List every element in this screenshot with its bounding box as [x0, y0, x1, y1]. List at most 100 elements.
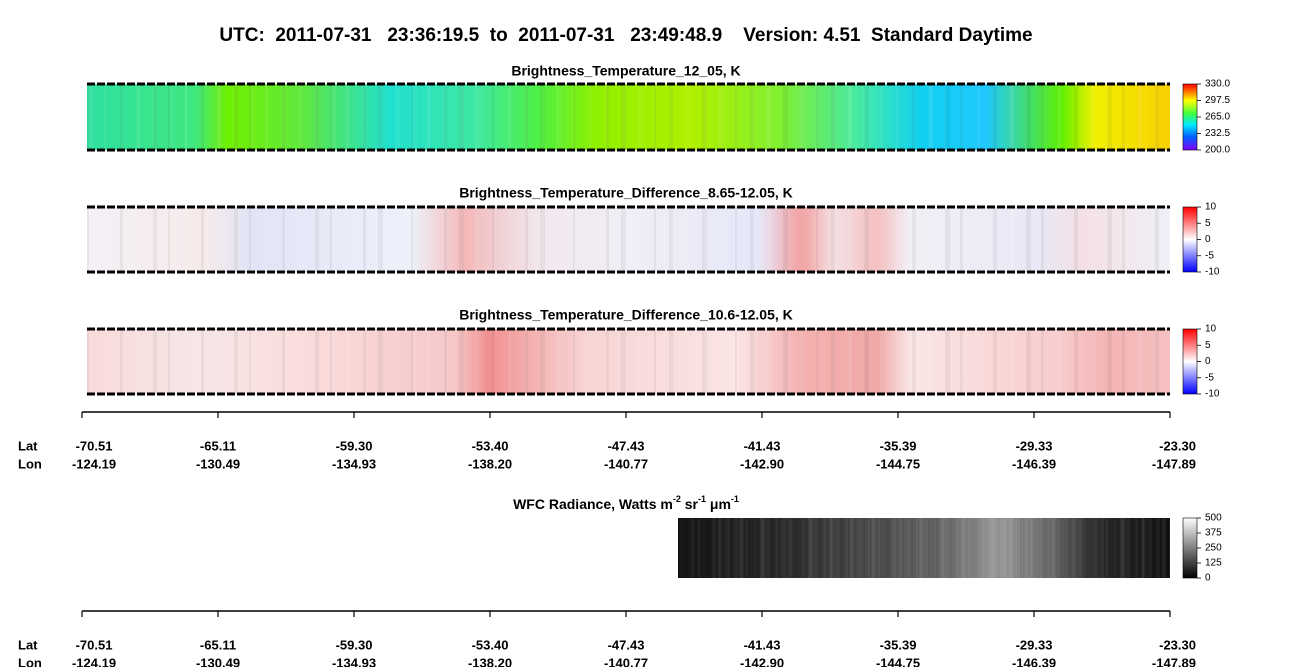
streak	[218, 207, 221, 272]
streak	[169, 84, 174, 150]
streak	[1093, 518, 1098, 578]
streak	[822, 518, 824, 578]
streak	[896, 329, 899, 394]
streak	[993, 207, 997, 272]
colorbar	[1182, 517, 1198, 579]
streak	[872, 518, 876, 578]
streak	[169, 329, 174, 394]
streak	[961, 518, 966, 578]
colorbar-tick-label: -5	[1205, 250, 1214, 261]
streak	[153, 207, 157, 272]
streak	[233, 207, 238, 272]
streak	[428, 329, 430, 394]
streak	[121, 207, 123, 272]
colorbar-tick-label: -10	[1205, 267, 1220, 278]
streak	[1042, 207, 1044, 272]
streak	[1149, 518, 1154, 578]
streak	[1044, 518, 1048, 578]
lon-tick-label: -130.49	[196, 655, 240, 667]
streak	[622, 84, 626, 150]
streak	[476, 207, 481, 272]
streak	[670, 207, 673, 272]
streak	[654, 207, 656, 272]
colorbar-tick-label: 250	[1205, 543, 1222, 554]
streak	[800, 84, 805, 150]
streak	[1051, 518, 1054, 578]
lon-tick-label: -124.19	[72, 655, 116, 667]
streak	[927, 518, 930, 578]
streak	[1090, 207, 1095, 272]
streak	[184, 207, 187, 272]
streak	[540, 329, 545, 394]
colorbar-tick-label: 375	[1205, 528, 1222, 539]
streak	[1065, 518, 1070, 578]
streak	[977, 207, 980, 272]
lat-tick-label: -53.40	[472, 438, 509, 453]
axis-label: Lat	[18, 637, 38, 652]
streak	[653, 329, 656, 394]
streak	[1010, 329, 1014, 394]
streak	[168, 207, 170, 272]
streak	[767, 84, 771, 150]
streak	[152, 84, 157, 150]
streak	[848, 84, 852, 150]
axis-label: Lon	[18, 655, 42, 667]
streak	[948, 518, 952, 578]
streak	[1148, 518, 1152, 578]
streak	[120, 329, 123, 394]
streak	[832, 329, 835, 394]
streak	[702, 84, 707, 150]
streak	[815, 329, 818, 394]
streak	[702, 329, 707, 394]
lat-tick-label: -23.30	[1159, 438, 1196, 453]
streak	[395, 207, 400, 272]
streak	[703, 84, 707, 150]
streak	[1107, 84, 1112, 150]
page-title: UTC: 2011-07-31 23:36:19.5 to 2011-07-31…	[219, 25, 1032, 46]
streak	[541, 207, 545, 272]
streak	[653, 84, 656, 150]
streak	[864, 518, 868, 578]
streak	[1106, 207, 1108, 272]
streak	[622, 207, 626, 272]
streak	[201, 84, 204, 150]
axis-label: Lon	[18, 456, 42, 471]
streak	[1017, 518, 1022, 578]
colorbar-tick-label: 0	[1205, 356, 1211, 367]
streak	[395, 329, 400, 394]
streak	[249, 329, 251, 394]
streak	[747, 518, 750, 578]
streak	[767, 207, 771, 272]
streak	[281, 84, 285, 150]
colorbar-tick-label: -10	[1205, 389, 1220, 400]
streak	[880, 329, 882, 394]
streak	[920, 518, 924, 578]
streak	[331, 329, 336, 394]
streak	[913, 518, 918, 578]
streak	[362, 84, 366, 150]
streak	[1010, 84, 1014, 150]
streak	[460, 84, 464, 150]
streak	[753, 518, 758, 578]
streak	[799, 207, 801, 272]
streak	[330, 84, 332, 150]
streak	[475, 84, 477, 150]
streak	[136, 84, 140, 150]
streak	[829, 518, 834, 578]
lon-tick-label: -144.75	[876, 456, 920, 471]
colorbar-tick-label: 500	[1205, 513, 1222, 524]
streak	[622, 329, 626, 394]
streak	[137, 207, 140, 272]
streak	[234, 207, 238, 272]
streak	[832, 84, 835, 150]
streak	[346, 207, 349, 272]
streak	[1155, 84, 1159, 150]
streak	[540, 84, 545, 150]
streak	[906, 518, 908, 578]
streak	[185, 329, 187, 394]
streak	[234, 329, 238, 394]
streak	[250, 329, 255, 394]
streak	[330, 329, 332, 394]
streak	[1042, 84, 1044, 150]
streak	[411, 84, 413, 150]
